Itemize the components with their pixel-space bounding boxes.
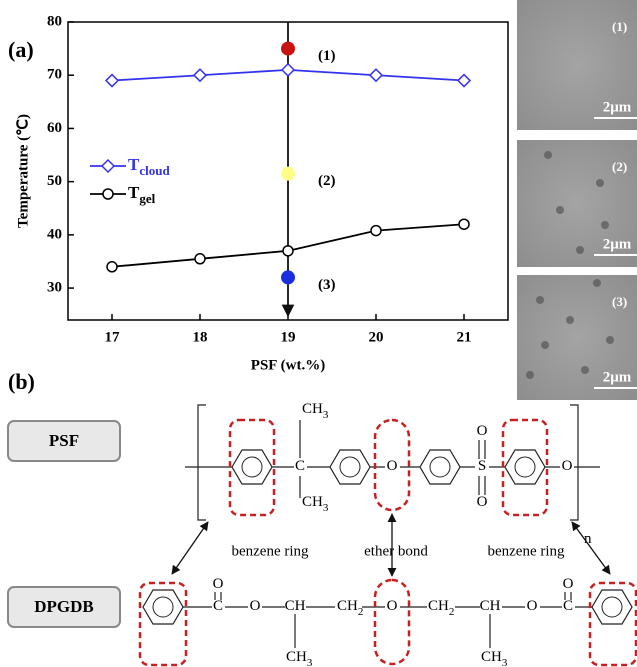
benzene — [232, 450, 272, 484]
y-tick-label: 60 — [47, 120, 62, 136]
scale-label: 2μm — [603, 99, 632, 115]
marker — [458, 75, 470, 87]
atom: CH2 — [428, 598, 454, 617]
benzene — [592, 590, 632, 624]
atom: S — [478, 458, 486, 474]
benzene-inner — [153, 597, 173, 617]
marker — [370, 69, 382, 81]
highlight-box — [230, 420, 274, 515]
particle — [526, 371, 534, 379]
x-tick-label: 21 — [457, 329, 472, 345]
atom: O — [387, 598, 398, 614]
dpgdb-atoms: O C O CH CH3 CH2 O CH2 CH CH3 O O C — [213, 576, 574, 667]
benzene — [143, 590, 183, 624]
benzene-inner — [340, 457, 360, 477]
state-point — [281, 42, 295, 56]
highlight-box — [375, 580, 409, 664]
marker — [107, 262, 117, 272]
atom: CH — [480, 598, 501, 614]
atom: O — [250, 598, 261, 614]
particle — [596, 179, 604, 187]
annotation: benzene ring — [487, 543, 565, 559]
marker — [106, 75, 118, 87]
legend-marker — [102, 160, 114, 172]
particle — [606, 336, 614, 344]
state-point — [281, 167, 295, 181]
atom: O — [563, 576, 574, 592]
scale-label: 2μm — [603, 236, 632, 252]
benzene-inner — [430, 457, 450, 477]
y-tick-label: 40 — [47, 226, 62, 242]
atom: CH3 — [302, 401, 329, 420]
marker — [194, 69, 206, 81]
y-tick-label: 80 — [47, 13, 62, 29]
annotation: ether bond — [364, 543, 428, 559]
benzene — [420, 450, 460, 484]
y-tick-label: 70 — [47, 67, 62, 83]
x-axis-label: PSF (wt.%) — [251, 357, 325, 373]
particle — [581, 366, 589, 374]
psf-label: PSF — [49, 431, 79, 450]
point-label: (2) — [318, 173, 336, 189]
atom: O — [562, 458, 573, 474]
micrographs: (1) 2μm (2) 2μm (3) 2μm — [517, 0, 637, 400]
y-axis-label: Temperature (℃) — [15, 114, 31, 228]
atom: CH3 — [302, 494, 329, 513]
micrograph-label: (2) — [612, 159, 627, 174]
dpgdb-label: DPGDB — [34, 597, 94, 616]
annotation: benzene ring — [231, 543, 309, 559]
particle — [536, 296, 544, 304]
particle — [601, 221, 609, 229]
x-tick-label: 19 — [281, 329, 296, 345]
figure: (a) Temperature (℃) PSF (wt.%) (1) 2μm (2)… — [0, 0, 637, 667]
marker — [283, 246, 293, 256]
particle — [576, 246, 584, 254]
benzene — [330, 450, 370, 484]
y-tick-label: 50 — [47, 173, 62, 189]
atom: O — [477, 423, 488, 439]
y-tick-label: 30 — [47, 280, 62, 296]
benzene — [505, 450, 545, 484]
benzene-inner — [515, 457, 535, 477]
panel-label: (b) — [8, 369, 35, 394]
state-point — [281, 270, 295, 284]
panel-label: (a) — [8, 37, 34, 62]
atom: O — [213, 576, 224, 592]
atom: C — [213, 598, 223, 614]
particle — [593, 279, 601, 287]
marker — [282, 64, 294, 76]
atom: C — [563, 598, 573, 614]
atom: CH3 — [286, 649, 313, 667]
micrograph-label: (1) — [612, 19, 627, 34]
marker — [459, 219, 469, 229]
particle — [566, 316, 574, 324]
atom: CH3 — [481, 649, 508, 667]
legend-label: Tcloud — [128, 155, 170, 178]
particle — [541, 341, 549, 349]
x-tick-label: 17 — [105, 329, 121, 345]
atom: O — [477, 494, 488, 510]
marker — [371, 226, 381, 236]
x-tick-label: 20 — [369, 329, 384, 345]
particle — [544, 151, 552, 159]
atom: O — [387, 458, 398, 474]
micrograph-label: (3) — [612, 294, 627, 309]
benzene-inner — [242, 457, 262, 477]
point-label: (1) — [318, 48, 336, 64]
atom: C — [295, 458, 305, 474]
benzene-inner — [602, 597, 622, 617]
scale-label: 2μm — [603, 369, 632, 385]
particle — [556, 206, 564, 214]
atom: CH2 — [337, 598, 363, 617]
point-label: (3) — [318, 277, 336, 293]
x-tick-label: 18 — [193, 329, 208, 345]
highlight-box — [503, 420, 547, 515]
atom: CH — [285, 598, 306, 614]
legend-marker — [103, 189, 113, 199]
marker — [195, 254, 205, 264]
legend-label: Tgel — [128, 183, 156, 206]
atom: O — [527, 598, 538, 614]
